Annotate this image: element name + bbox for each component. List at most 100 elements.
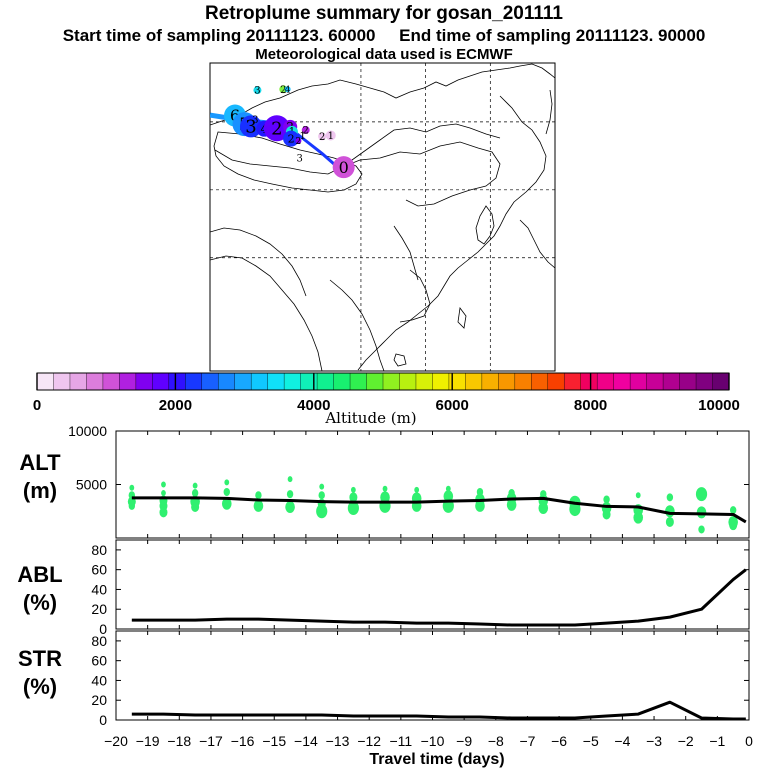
hainan bbox=[393, 353, 407, 367]
altitude-scatter-point bbox=[538, 502, 549, 515]
sampling-times: Start time of sampling 20111123. 60000 E… bbox=[0, 26, 768, 46]
japan-islands bbox=[519, 219, 555, 269]
altitude-scatter-point bbox=[316, 504, 328, 519]
chart-title: Retroplume summary for gosan_201111 bbox=[205, 3, 563, 24]
y-tick-label: 0 bbox=[99, 712, 107, 728]
panel-altitude: 10000 5000 ALT (m) bbox=[19, 423, 750, 539]
plume-number-label: 1 bbox=[328, 131, 334, 142]
altitude-scatter-point bbox=[506, 498, 517, 511]
colorbar-swatch bbox=[234, 373, 252, 390]
colorbar-tick-label: 2000 bbox=[159, 397, 192, 414]
colorbar-swatch bbox=[168, 373, 186, 390]
plume-marker bbox=[253, 86, 262, 95]
altitude-colorbar: 0 2000 4000 6000 8000 10000 Altitude (m) bbox=[33, 372, 740, 427]
altitude-scatter-point bbox=[382, 485, 388, 492]
colorbar-swatch bbox=[498, 373, 516, 390]
altitude-scatter-point bbox=[729, 520, 738, 531]
y-tick-label: 60 bbox=[91, 653, 107, 669]
colorbar-swatch bbox=[481, 373, 499, 390]
southeast-asia bbox=[210, 255, 323, 371]
x-tick-label: −14 bbox=[294, 733, 318, 749]
altitude-scatter-point bbox=[224, 479, 230, 486]
x-tick-label: −16 bbox=[231, 733, 255, 749]
y-tick-label: 60 bbox=[91, 562, 107, 578]
y-tick-label: 10000 bbox=[68, 423, 107, 439]
coastline-north bbox=[210, 63, 555, 126]
x-tick-label: −7 bbox=[519, 733, 535, 749]
x-tick-label: 0 bbox=[745, 733, 753, 749]
plume-number-label: 0 bbox=[339, 158, 349, 177]
panel-frame bbox=[115, 430, 750, 539]
panel-label-name: ABL bbox=[17, 562, 62, 587]
altitude-scatter-point bbox=[223, 487, 230, 496]
colorbar-swatch bbox=[465, 373, 483, 390]
altitude-scatter-point bbox=[161, 481, 166, 488]
colorbar-swatch bbox=[696, 373, 714, 390]
colorbar-swatch bbox=[201, 373, 219, 390]
plume-number-label: 6 bbox=[230, 106, 240, 125]
indochina bbox=[329, 279, 385, 371]
altitude-scatter-point bbox=[349, 492, 358, 503]
x-tick-label: −2 bbox=[678, 733, 694, 749]
colorbar-swatch bbox=[53, 373, 71, 390]
colorbar-swatch bbox=[613, 373, 631, 390]
met-data-label: Meteorological data used is ECMWF bbox=[255, 46, 513, 63]
altitude-scatter-point bbox=[729, 506, 737, 515]
colorbar-swatch bbox=[218, 373, 236, 390]
colorbar-swatch bbox=[580, 373, 598, 390]
altitude-scatter-point bbox=[475, 499, 485, 512]
x-tick-label: −10 bbox=[421, 733, 445, 749]
altitude-scatter-point bbox=[128, 501, 136, 510]
colorbar-swatch bbox=[251, 373, 269, 390]
altitude-scatter-point bbox=[319, 483, 325, 490]
altitude-scatter-point bbox=[255, 491, 262, 500]
plume-marker bbox=[283, 130, 300, 147]
colorbar-swatch bbox=[383, 373, 400, 390]
x-tick-label: −6 bbox=[551, 733, 567, 749]
panel-frame bbox=[115, 539, 750, 630]
plume-marker bbox=[279, 85, 288, 94]
colorbar-swatch bbox=[448, 373, 466, 390]
x-tick-label: −15 bbox=[262, 733, 286, 749]
colorbar-swatch bbox=[547, 373, 565, 390]
y-tick-label: 20 bbox=[91, 692, 107, 708]
altitude-scatter-point bbox=[192, 482, 198, 489]
plume-number-label: 3 bbox=[245, 117, 256, 138]
altitude-scatter-point bbox=[445, 485, 451, 492]
time-series-panels: 10000 5000 ALT (m) 80 60 40 20 0 ABL (%) 80 60 40 20 0 S… bbox=[17, 423, 753, 768]
altitude-scatter-point bbox=[191, 501, 200, 512]
plume-number-label: 2 bbox=[271, 119, 282, 140]
colorbar-swatch bbox=[399, 373, 417, 390]
colorbar-swatch bbox=[630, 373, 648, 390]
river-line bbox=[393, 225, 419, 281]
panel-stratosphere: 80 60 40 20 0 STR (%) bbox=[18, 630, 750, 728]
panel-abl: 80 60 40 20 0 ABL (%) bbox=[17, 539, 750, 637]
plume-number-label: 3 bbox=[297, 154, 303, 165]
map-coastlines bbox=[210, 63, 555, 371]
altitude-scatter-point bbox=[635, 492, 641, 499]
x-tick-label: −3 bbox=[646, 733, 662, 749]
panel-label-name: ALT bbox=[19, 450, 61, 475]
x-tick-label: −4 bbox=[614, 733, 630, 749]
series-line bbox=[131, 568, 747, 627]
altitude-scatter-point bbox=[695, 487, 708, 502]
colorbar-swatch bbox=[712, 373, 730, 390]
x-axis-label: Travel time (days) bbox=[369, 751, 504, 768]
plume-number-label: 2 bbox=[303, 126, 309, 137]
colorbar-tick-label: 4000 bbox=[297, 397, 330, 414]
colorbar-swatch bbox=[267, 373, 285, 390]
india-border bbox=[210, 227, 307, 297]
x-tick-label: −18 bbox=[167, 733, 191, 749]
map-frame bbox=[209, 62, 556, 372]
colorbar-swatch bbox=[333, 373, 351, 390]
colorbar-swatch bbox=[86, 373, 104, 390]
plume-number-label: 4 bbox=[285, 85, 291, 95]
plume-marker bbox=[325, 130, 336, 141]
colorbar-tick-label: 6000 bbox=[436, 397, 469, 414]
plume-marker bbox=[284, 86, 291, 93]
altitude-scatter-point bbox=[286, 490, 294, 499]
colorbar-swatch bbox=[663, 373, 681, 390]
altitude-scatter-point bbox=[253, 499, 264, 512]
plume-marker bbox=[263, 115, 290, 142]
colorbar-tick-label: 0 bbox=[33, 397, 41, 414]
